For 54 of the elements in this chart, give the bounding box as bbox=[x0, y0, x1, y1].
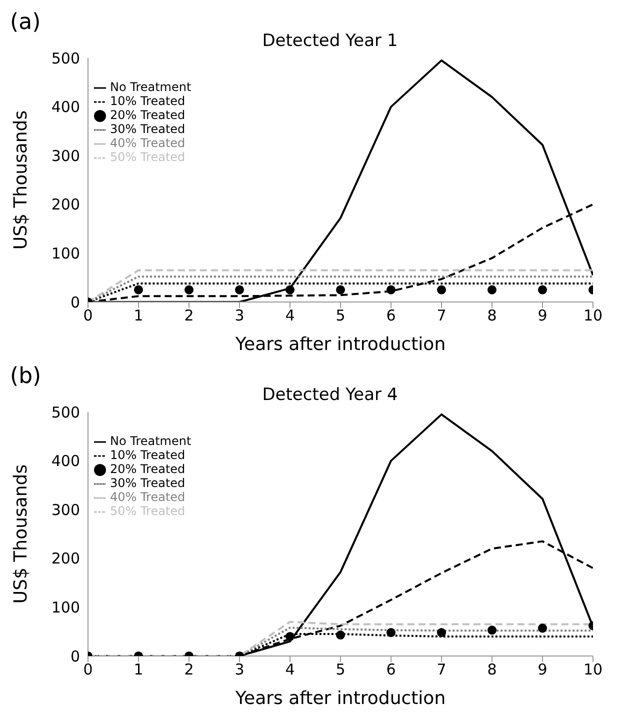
x-tick-label: 4 bbox=[285, 306, 295, 325]
x-tick-label: 0 bbox=[83, 306, 93, 325]
legend-label: 10% Treated bbox=[110, 448, 186, 462]
y-tick-label: 0 bbox=[70, 293, 80, 312]
legend-label: 30% Treated bbox=[110, 476, 186, 490]
y-tick-label: 300 bbox=[51, 500, 80, 519]
chart-title: Detected Year 1 bbox=[262, 31, 398, 51]
x-tick-label: 10 bbox=[583, 660, 603, 679]
legend-label: 10% Treated bbox=[110, 94, 186, 108]
y-axis-title: US$ Thousands bbox=[10, 464, 32, 604]
text: (a) bbox=[10, 10, 41, 35]
x-tick-label: 0 bbox=[83, 660, 93, 679]
y-axis-title: US$ Thousands bbox=[10, 110, 32, 250]
y-tick-label: 400 bbox=[51, 452, 80, 470]
x-tick-label: 3 bbox=[234, 306, 244, 325]
y-tick-label: 300 bbox=[51, 146, 80, 165]
x-tick-label: 3 bbox=[234, 660, 244, 679]
y-tick-label: 200 bbox=[51, 550, 80, 568]
x-tick-label: 6 bbox=[386, 306, 396, 325]
x-axis-title: Years after introduction bbox=[234, 688, 446, 709]
x-tick-label: 1 bbox=[134, 660, 144, 679]
x-tick-label: 7 bbox=[436, 306, 446, 325]
x-tick-label: 5 bbox=[336, 660, 346, 679]
y-tick-label: 200 bbox=[51, 196, 80, 214]
legend-label: No Treatment bbox=[110, 80, 192, 94]
chart-title: Detected Year 4 bbox=[262, 385, 398, 405]
x-tick-label: 10 bbox=[583, 306, 603, 325]
x-tick-label: 8 bbox=[487, 660, 497, 679]
y-tick-label: 500 bbox=[51, 403, 80, 422]
y-tick-label: 500 bbox=[51, 49, 80, 68]
legend-label: 20% Treated bbox=[110, 462, 186, 476]
y-tick-label: 400 bbox=[51, 98, 80, 116]
legend-label: 40% Treated bbox=[110, 136, 186, 150]
x-tick-label: 2 bbox=[184, 660, 194, 679]
legend-label: 50% Treated bbox=[110, 150, 186, 164]
x-tick-label: 2 bbox=[184, 306, 194, 325]
text: (b) bbox=[10, 364, 42, 389]
y-tick-label: 0 bbox=[70, 647, 80, 666]
y-tick-label: 100 bbox=[51, 598, 80, 617]
x-tick-label: 1 bbox=[134, 306, 144, 325]
legend-label: 50% Treated bbox=[110, 504, 186, 518]
legend-label: 40% Treated bbox=[110, 490, 186, 504]
x-tick-label: 6 bbox=[386, 660, 396, 679]
x-tick-label: 9 bbox=[538, 660, 548, 679]
x-tick-label: 4 bbox=[285, 660, 295, 679]
x-tick-label: 7 bbox=[436, 660, 446, 679]
y-tick-label: 100 bbox=[51, 244, 80, 263]
x-axis-title: Years after introduction bbox=[234, 334, 446, 355]
x-tick-label: 5 bbox=[336, 306, 346, 325]
legend-label: 30% Treated bbox=[110, 122, 186, 136]
legend-label: No Treatment bbox=[110, 434, 192, 448]
x-tick-label: 9 bbox=[538, 306, 548, 325]
x-tick-label: 8 bbox=[487, 306, 497, 325]
legend-label: 20% Treated bbox=[110, 108, 186, 122]
